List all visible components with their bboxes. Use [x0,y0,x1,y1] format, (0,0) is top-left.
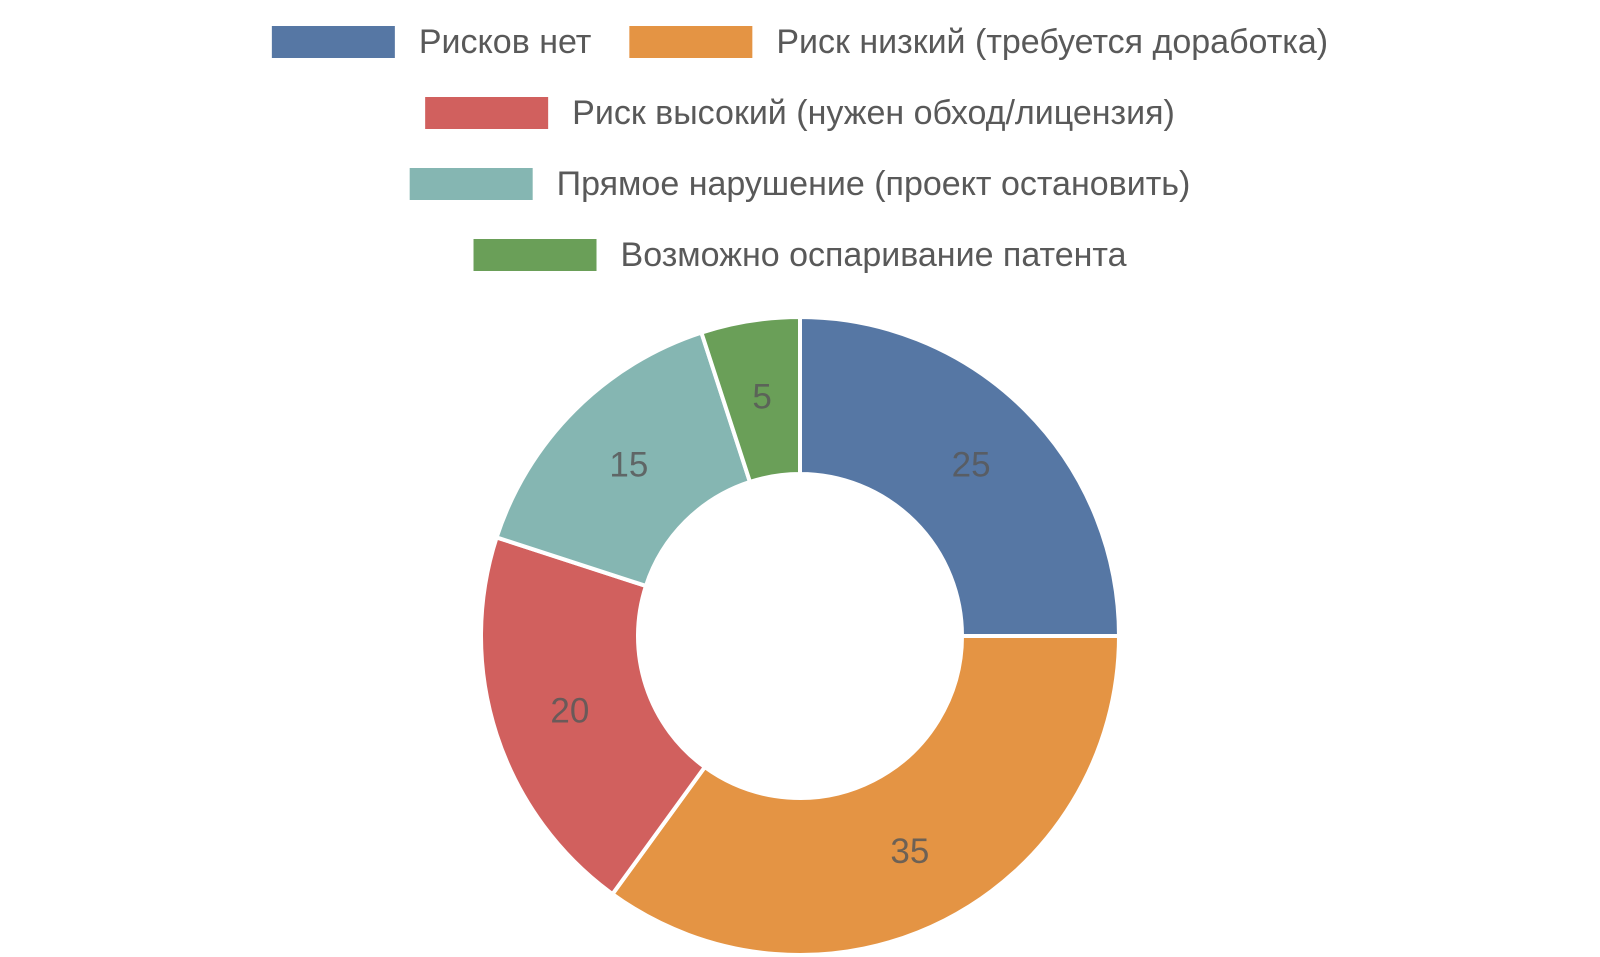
slice-value-label: 5 [752,377,771,416]
legend-label: Прямое нарушение (проект остановить) [557,165,1191,203]
legend-label: Риск высокий (нужен обход/лицензия) [572,94,1175,132]
legend-swatch [473,239,597,271]
legend-swatch [629,26,753,58]
legend-label: Риск низкий (требуется доработка) [776,23,1328,61]
legend-swatch [425,97,549,129]
legend-label: Рисков нет [419,23,591,61]
legend-swatch [409,168,533,200]
donut-slice [609,634,1122,957]
legend-swatch [271,26,395,58]
donut-slice [698,314,802,485]
slice-value-label: 15 [609,445,648,484]
legend-label: Возможно оспаривание патента [621,236,1127,274]
slice-value-label: 35 [890,832,929,871]
slice-value-label: 20 [550,691,589,730]
donut-slice [798,314,1122,638]
donut-slice [494,330,753,589]
donut-slice [479,534,708,897]
slice-value-label: 25 [952,445,991,484]
chart-data-labels: 25 35 20 15 5 [550,377,990,871]
chart-slices [479,314,1122,957]
chart-legend: Рисков нет Риск низкий (требуется доработ… [271,23,1328,274]
